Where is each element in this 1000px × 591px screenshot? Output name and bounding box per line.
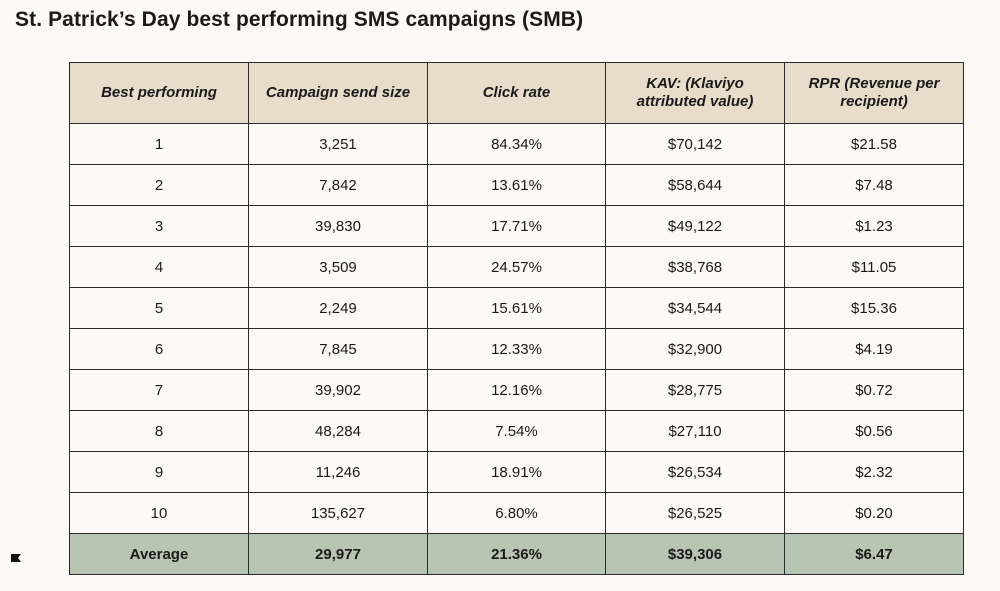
send-size-cell: 7,845 [248,328,428,370]
click-rate-cell: 15.61% [427,287,606,329]
rank-cell: 1 [69,123,249,165]
table-row: 4 3,509 24.57% $38,768 $11.05 [69,246,964,288]
header-click-rate: Click rate [427,62,606,124]
average-label: Average [69,533,249,575]
send-size-cell: 39,830 [248,205,428,247]
page-title: St. Patrick’s Day best performing SMS ca… [15,8,584,31]
campaign-table: Best performing Campaign send size Click… [69,62,964,575]
average-send-size: 29,977 [248,533,428,575]
rank-cell: 6 [69,328,249,370]
send-size-cell: 11,246 [248,451,428,493]
rank-cell: 8 [69,410,249,452]
kav-cell: $70,142 [605,123,785,165]
click-rate-cell: 6.80% [427,492,606,534]
send-size-cell: 2,249 [248,287,428,329]
header-campaign-send-size: Campaign send size [248,62,428,124]
kav-cell: $32,900 [605,328,785,370]
table-row: 5 2,249 15.61% $34,544 $15.36 [69,287,964,329]
flag-icon [11,554,21,562]
click-rate-cell: 12.33% [427,328,606,370]
rpr-cell: $2.32 [784,451,964,493]
rank-cell: 9 [69,451,249,493]
header-best-performing: Best performing [69,62,249,124]
table-row: 10 135,627 6.80% $26,525 $0.20 [69,492,964,534]
rpr-cell: $1.23 [784,205,964,247]
rpr-cell: $15.36 [784,287,964,329]
click-rate-cell: 84.34% [427,123,606,165]
rpr-cell: $4.19 [784,328,964,370]
click-rate-cell: 13.61% [427,164,606,206]
table-row: 6 7,845 12.33% $32,900 $4.19 [69,328,964,370]
table-header-row: Best performing Campaign send size Click… [69,62,964,124]
rank-cell: 7 [69,369,249,411]
average-rpr: $6.47 [784,533,964,575]
send-size-cell: 135,627 [248,492,428,534]
kav-cell: $34,544 [605,287,785,329]
table-row: 9 11,246 18.91% $26,534 $2.32 [69,451,964,493]
rpr-cell: $7.48 [784,164,964,206]
click-rate-cell: 12.16% [427,369,606,411]
rpr-cell: $0.72 [784,369,964,411]
send-size-cell: 48,284 [248,410,428,452]
kav-cell: $26,525 [605,492,785,534]
average-kav: $39,306 [605,533,785,575]
send-size-cell: 7,842 [248,164,428,206]
rank-cell: 2 [69,164,249,206]
rank-cell: 5 [69,287,249,329]
send-size-cell: 3,509 [248,246,428,288]
table-row: 7 39,902 12.16% $28,775 $0.72 [69,369,964,411]
rpr-cell: $0.56 [784,410,964,452]
send-size-cell: 3,251 [248,123,428,165]
kav-cell: $38,768 [605,246,785,288]
kav-cell: $27,110 [605,410,785,452]
click-rate-cell: 17.71% [427,205,606,247]
average-row: Average 29,977 21.36% $39,306 $6.47 [69,533,964,575]
click-rate-cell: 24.57% [427,246,606,288]
header-kav: KAV: (Klaviyo attributed value) [605,62,785,124]
table-row: 3 39,830 17.71% $49,122 $1.23 [69,205,964,247]
click-rate-cell: 18.91% [427,451,606,493]
table-row: 8 48,284 7.54% $27,110 $0.56 [69,410,964,452]
rank-cell: 4 [69,246,249,288]
kav-cell: $49,122 [605,205,785,247]
rpr-cell: $11.05 [784,246,964,288]
rank-cell: 3 [69,205,249,247]
header-rpr: RPR (Revenue per recipient) [784,62,964,124]
rpr-cell: $0.20 [784,492,964,534]
click-rate-cell: 7.54% [427,410,606,452]
kav-cell: $28,775 [605,369,785,411]
average-click-rate: 21.36% [427,533,606,575]
table-row: 2 7,842 13.61% $58,644 $7.48 [69,164,964,206]
kav-cell: $58,644 [605,164,785,206]
kav-cell: $26,534 [605,451,785,493]
rpr-cell: $21.58 [784,123,964,165]
send-size-cell: 39,902 [248,369,428,411]
table-row: 1 3,251 84.34% $70,142 $21.58 [69,123,964,165]
rank-cell: 10 [69,492,249,534]
